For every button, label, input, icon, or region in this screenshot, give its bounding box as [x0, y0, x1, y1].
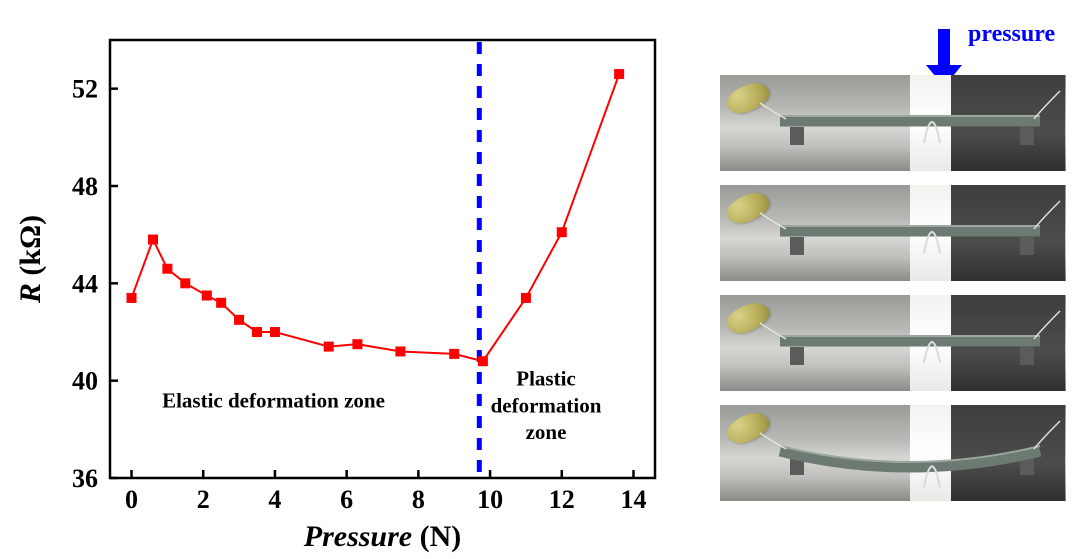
series-marker	[449, 349, 459, 359]
figure-container: 0 2 4 6 8 10 12 14 36 40 44 48 52 Pressure (N) R (kΩ) E…	[0, 0, 1080, 554]
y-axis-title: R (kΩ)	[14, 215, 47, 304]
photo-2	[720, 185, 1066, 281]
series-marker	[202, 291, 212, 301]
chart-panel: 0 2 4 6 8 10 12 14 36 40 44 48 52 Pressure (N) R (kΩ) E…	[0, 0, 700, 554]
series-marker	[614, 69, 624, 79]
series-marker	[352, 339, 362, 349]
x-tick-label: 6	[340, 485, 353, 514]
series-marker	[180, 278, 190, 288]
x-tick-label: 8	[412, 485, 425, 514]
pressure-label: pressure	[968, 21, 1055, 48]
plastic-zone-label-3: zone	[526, 420, 567, 444]
photo-overlay	[720, 185, 1065, 281]
series-marker	[162, 264, 172, 274]
plastic-zone-label-2: deformation	[491, 393, 602, 417]
y-tick-label: 40	[72, 367, 98, 396]
series-marker	[127, 293, 137, 303]
plastic-zone-label-1: Plastic	[516, 367, 575, 391]
series-marker	[234, 315, 244, 325]
series-marker	[252, 327, 262, 337]
y-tick-label: 52	[72, 75, 98, 104]
series-marker	[148, 235, 158, 245]
photo-stack: pressure	[720, 75, 1065, 515]
series-marker	[270, 327, 280, 337]
y-tick-label: 48	[72, 172, 98, 201]
x-tick-label: 14	[620, 485, 646, 514]
x-tick-label: 2	[197, 485, 210, 514]
series-marker	[521, 293, 531, 303]
x-tick-label: 0	[125, 485, 138, 514]
photo-overlay	[720, 405, 1065, 501]
photo-overlay	[720, 295, 1065, 391]
series-marker	[557, 227, 567, 237]
x-tick-label: 10	[477, 485, 503, 514]
x-tick-label: 4	[268, 485, 281, 514]
photo-1	[720, 75, 1066, 171]
series-marker	[324, 342, 334, 352]
series-marker	[478, 356, 488, 366]
x-tick-label: 12	[549, 485, 575, 514]
chart-svg: 0 2 4 6 8 10 12 14 36 40 44 48 52 Pressure (N) R (kΩ) E…	[0, 0, 700, 554]
series-marker	[216, 298, 226, 308]
y-tick-label: 36	[72, 464, 98, 493]
y-tick-label: 44	[72, 269, 98, 298]
elastic-zone-label: Elastic deformation zone	[162, 388, 385, 412]
series-marker	[395, 346, 405, 356]
photo-3	[720, 295, 1066, 391]
x-axis-title: Pressure (N)	[303, 520, 462, 553]
photo-4	[720, 405, 1066, 501]
photo-overlay	[720, 75, 1065, 171]
